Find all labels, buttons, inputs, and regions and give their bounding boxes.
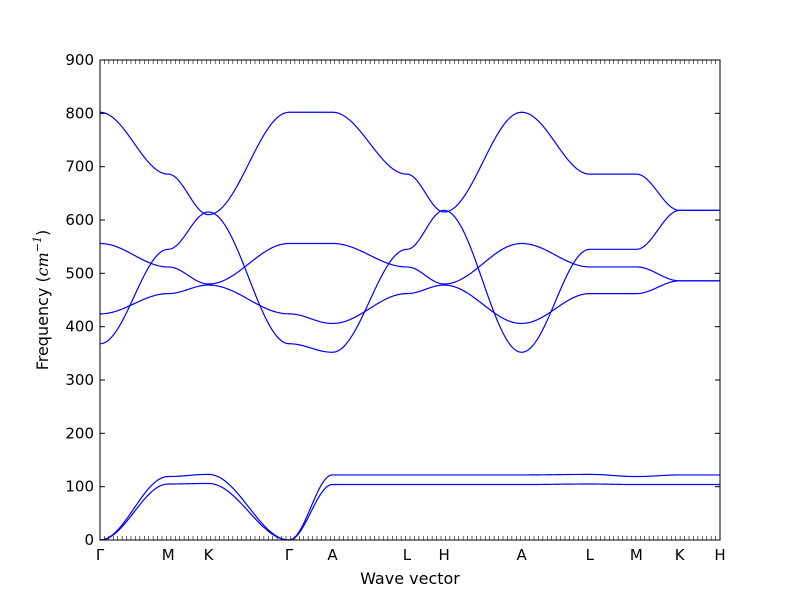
- series-line-2: [99, 473, 720, 541]
- y-axis-label-unit: cm: [33, 252, 52, 276]
- series-lines: [99, 111, 720, 541]
- y-tick-label: 900: [65, 51, 94, 69]
- y-axis-label-prefix: Frequency (: [33, 276, 52, 370]
- y-tick-label: 100: [65, 478, 94, 496]
- x-tick-label: K: [675, 546, 686, 564]
- y-axis-label-suffix: ): [33, 230, 52, 236]
- x-tick-label: L: [403, 546, 412, 564]
- series-line-6: [99, 111, 720, 216]
- y-tick-label: 400: [65, 318, 94, 336]
- series-line-1: [99, 482, 720, 541]
- x-tick-label: A: [516, 546, 527, 564]
- x-tick-label: A: [327, 546, 338, 564]
- plot-frame: [99, 59, 721, 541]
- y-tick-label: 600: [65, 211, 94, 229]
- y-tick-label: 700: [65, 158, 94, 176]
- x-tick-label: L: [586, 546, 595, 564]
- y-axis-label-superscript: −1: [31, 236, 44, 252]
- series-line-3: [99, 209, 720, 353]
- x-tick-label: Γ: [285, 546, 294, 564]
- x-tick-label: M: [630, 546, 643, 564]
- y-axis-label: Frequency (cm−1): [31, 230, 52, 371]
- y-tick-label: 0: [84, 531, 94, 549]
- x-axis-label: Wave vector: [360, 569, 460, 588]
- y-tick-label: 200: [65, 424, 94, 442]
- y-tick-label: 800: [65, 104, 94, 122]
- x-tick-label: Γ: [96, 546, 105, 564]
- y-axis-ticks: 0 100 200 300 400 500 600 700 800 900: [65, 51, 720, 549]
- y-tick-label: 300: [65, 371, 94, 389]
- x-tick-label: H: [714, 546, 725, 564]
- x-tick-label: H: [438, 546, 449, 564]
- y-tick-label: 500: [65, 264, 94, 282]
- x-tick-label: M: [162, 546, 175, 564]
- series-line-4: [99, 280, 720, 325]
- x-tick-label: K: [204, 546, 215, 564]
- series-line-5: [99, 242, 720, 285]
